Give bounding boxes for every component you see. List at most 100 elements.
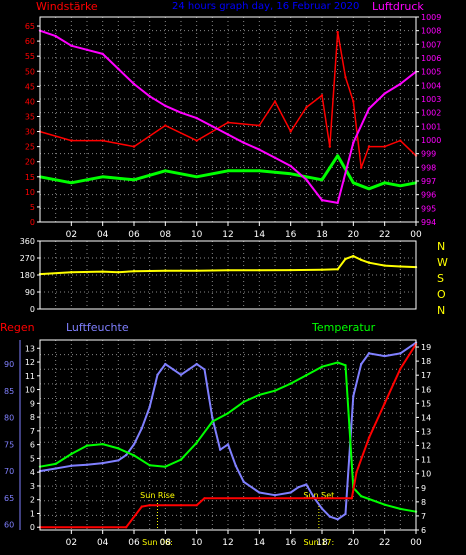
x-tick-label: 14 [254,230,266,240]
temperature-line-point [226,411,230,415]
wind-tick-label: 15 [25,173,35,182]
x-tick-label: 10 [191,538,203,548]
humidity-line-point [336,518,339,521]
wind-line-point [367,187,371,191]
rain-line-point [399,367,402,371]
direction-line-point [258,269,261,272]
humidity-tick-label: 85 [4,387,14,396]
humidity-tick-label: 60 [4,521,14,530]
rain-line-point [226,497,230,500]
pressure-tick-label: 997 [421,177,436,186]
temperature-line-point [289,382,292,385]
temperature-line-point [273,389,277,392]
pressure-line-point [242,141,245,144]
wind-line-point [70,181,73,185]
x-tick-label: 22 [379,230,390,240]
gust-line-point [359,166,363,169]
direction-line-point [352,254,355,258]
humidity-line-point [117,459,120,462]
temperatur-axis-title: Temperatur [311,321,376,334]
pressure-line-point [383,92,386,95]
temperature-tick-label: 9 [421,484,426,493]
x-tick-label: 00 [410,538,422,548]
humidity-line-point [258,491,261,494]
temperature-line-point [359,495,363,498]
x-tick-label: 14 [254,538,266,548]
wind-tick-label: 20 [25,158,35,167]
wind-tick-label: 60 [25,37,35,46]
humidity-tick-label: 75 [4,440,14,449]
sun-rise-time: Sun 06: [142,538,173,547]
wind-line [39,154,417,191]
rain-tick-label: 8 [30,413,35,422]
direction-line-point [336,268,339,271]
humidity-line-point [242,480,245,484]
pressure-tick-label: 1000 [421,136,441,145]
wind-line-point [195,175,198,178]
humidity-line-point [383,354,386,358]
humidity-line-point [273,494,277,497]
pressure-line-point [399,82,402,86]
x-tick-label: 06 [128,230,140,240]
wind-line-point [258,169,261,172]
temperature-line-point [344,364,347,367]
gust-line-point [352,100,355,103]
wind-line-point [132,178,136,181]
gust-line-point [367,145,371,148]
temperature-line-point [132,454,136,457]
rain-tick-label: 2 [30,496,35,505]
x-tick-label: 08 [160,538,172,548]
pressure-line-point [148,95,151,98]
x-tick-label: 18 [316,230,328,240]
rain-line-point [289,497,292,500]
wind-line-point [399,184,402,188]
temperature-line-point [258,393,261,397]
humidity-line-point [101,461,104,465]
temperature-line-point [70,452,73,456]
wind-tick-label: 35 [25,112,35,121]
direction-line-point [399,265,402,268]
pressure-line-point [211,125,214,128]
rain-line-point [140,505,144,508]
series-group [38,254,418,276]
x-tick-label: 12 [222,230,233,240]
pressure-tick-label: 994 [421,218,436,227]
temperature-line-point [101,442,104,446]
temperature-line-point [399,507,402,511]
temperature-tick-label: 11 [421,456,431,465]
x-tick-label: 08 [160,230,172,240]
x-tick-label: 20 [348,538,360,548]
pressure-line-point [54,34,57,38]
chart-title: 24 hours graph day, 16 Februar 2020 [172,1,359,12]
gust-line-point [328,145,332,148]
gust-line-point [132,145,136,148]
direction-tick-label: 90 [25,288,35,297]
humidity-tick-label: 80 [4,414,14,423]
gust-line-point [164,124,167,127]
humidity-line-point [344,512,347,516]
temperature-tick-labels: 6 7 8 9 10 11 12 13 14 15 16 17 18 19 [416,343,431,535]
wind-tick-label: 5 [30,203,35,212]
humidity-line-point [148,405,151,409]
rain-line-point [367,436,371,439]
luftdruck-axis-title: Luftdruck [372,0,424,13]
rain-tick-label: 13 [25,344,35,353]
gust-line-point [70,139,73,142]
sun-rise-label: Sun Rise [140,491,175,500]
pressure-tick-label: 995 [421,204,436,213]
gust-line-point [273,100,277,103]
humidity-line-point [171,368,175,371]
humidity-line-point [234,464,238,467]
rain-line-point [258,497,261,500]
grid [40,240,416,310]
direction-line-point [367,261,371,264]
humidity-line-point [140,427,144,430]
wind-tick-label: 10 [25,188,35,197]
sun-set-label: Sun Set [303,491,334,500]
direction-line-point [320,268,324,271]
humidity-line-point [70,464,73,467]
x-tick-label: 16 [285,230,297,240]
gust-line-point [336,30,339,34]
gust-line-point [344,76,347,79]
